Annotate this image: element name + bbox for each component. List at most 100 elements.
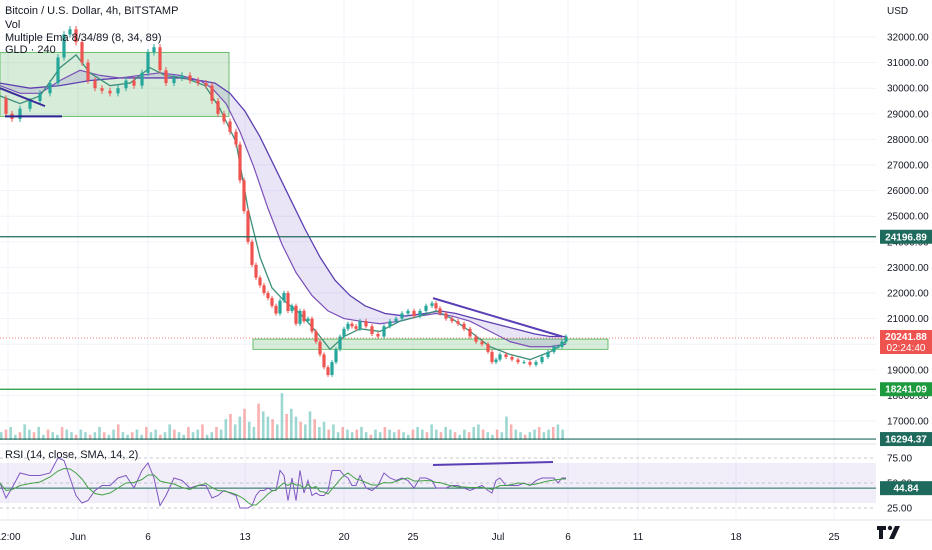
price-tick-label: 29000.00 (887, 109, 929, 120)
volume-bar (463, 429, 466, 440)
volume-bar (486, 432, 490, 440)
price-tick-label: 17000.00 (887, 417, 929, 428)
candle-body (238, 144, 242, 181)
volume-bar (360, 427, 363, 440)
volume-bar (290, 408, 293, 440)
candle-body (4, 98, 8, 114)
candle-body (250, 241, 254, 265)
candle-body (338, 336, 342, 350)
volume-bar (285, 414, 288, 440)
current-price-badge (880, 330, 932, 355)
candle-body (400, 313, 404, 319)
candle-body (262, 285, 266, 293)
volume-bar (509, 424, 513, 440)
price-level-badge-text: 18241.09 (885, 385, 927, 396)
candle-body (450, 318, 454, 322)
price-tick-label: 23000.00 (887, 263, 929, 274)
candle-body (286, 293, 290, 311)
candle-body (62, 34, 66, 58)
candle-body (462, 323, 466, 329)
volume-bar (514, 429, 518, 440)
volume-bar (369, 434, 373, 440)
volume-bar (327, 429, 331, 440)
candle-body (270, 298, 274, 306)
price-candles (4, 26, 568, 377)
volume-bar (458, 434, 461, 440)
volume-bar (177, 432, 181, 440)
volume-bar (523, 434, 527, 440)
volume-bar (9, 427, 12, 440)
volume-bar (107, 434, 111, 440)
volume-bar (439, 432, 443, 440)
candle-body (540, 357, 544, 363)
trendline (432, 297, 563, 338)
gld-legend[interactable]: GLD · 240 (5, 44, 56, 56)
symbol-title[interactable]: Bitcoin / U.S. Dollar, 4h, BITSTAMP (5, 5, 179, 17)
candle-body (424, 305, 428, 311)
volume-bar (350, 432, 354, 440)
candle-body (68, 29, 72, 35)
rsi-value-text: 44.84 (893, 484, 918, 495)
volume-bar (453, 432, 457, 440)
candle-body (418, 310, 422, 317)
volume-bar (205, 434, 209, 440)
volume-bar (537, 427, 541, 440)
volume-legend[interactable]: Vol (5, 19, 21, 31)
volume-bar (318, 427, 321, 440)
candle-body (394, 318, 398, 322)
candle-body (108, 90, 112, 94)
horizontal-levels (0, 236, 876, 440)
volume-bar (79, 429, 83, 440)
candle-body (382, 326, 386, 337)
volume-bar (18, 432, 22, 440)
candle-body (438, 308, 442, 314)
candle-body (74, 29, 78, 43)
price-level-badge (880, 432, 932, 447)
time-tick-label: 6 (145, 532, 151, 543)
candle-body (116, 88, 120, 94)
time-axis[interactable]: 12:00 Jun 6 13 20 25 Jul 6 11 18 25 (0, 519, 932, 543)
volume-bar (219, 429, 223, 440)
rsi-legend[interactable]: RSI (14, close, SMA, 14, 2) (5, 449, 139, 461)
candle-body (346, 323, 350, 329)
volume-bar (411, 429, 415, 440)
volume-bar (481, 429, 485, 440)
candle-body (498, 354, 502, 360)
candle-body (80, 42, 84, 63)
ema-legend[interactable]: Multiple Ema 8/34/89 (8, 34, 89) (5, 32, 162, 44)
volume-bar (84, 432, 87, 440)
candle-body (210, 85, 214, 101)
volume-bar (346, 429, 349, 440)
volume-bar (173, 429, 176, 440)
countdown-text: 02:24:40 (887, 343, 926, 354)
candle-body (246, 211, 250, 242)
ema-ribbon (0, 54, 567, 361)
price-tick-label: 19000.00 (887, 365, 929, 376)
candle-body (546, 351, 550, 357)
volume-bar (304, 424, 307, 440)
volume-bar (378, 432, 382, 440)
candle-body (326, 367, 330, 375)
candle-body (334, 349, 338, 363)
volume-bar (74, 434, 78, 440)
volume-bar (551, 427, 555, 440)
volume-bar (252, 427, 256, 440)
volume-bar (0, 432, 3, 440)
volume-bar (402, 432, 405, 440)
candle-body (504, 354, 508, 357)
volume-bar (159, 434, 162, 440)
volume-bar (46, 429, 50, 440)
candle-body (28, 101, 32, 109)
candle-body (172, 77, 176, 84)
volume-bar (154, 429, 157, 440)
volume-bar (275, 424, 279, 440)
price-level-badge-text: 24196.89 (885, 232, 927, 243)
volume-bar (187, 427, 190, 440)
time-tick-label: Jun (70, 532, 86, 543)
time-tick-label: 11 (633, 532, 644, 543)
price-tick-label: 28000.00 (887, 135, 929, 146)
time-tick-label: 25 (407, 532, 419, 543)
volume-bar (477, 424, 480, 440)
time-tick-label: 12:00 (0, 532, 21, 543)
